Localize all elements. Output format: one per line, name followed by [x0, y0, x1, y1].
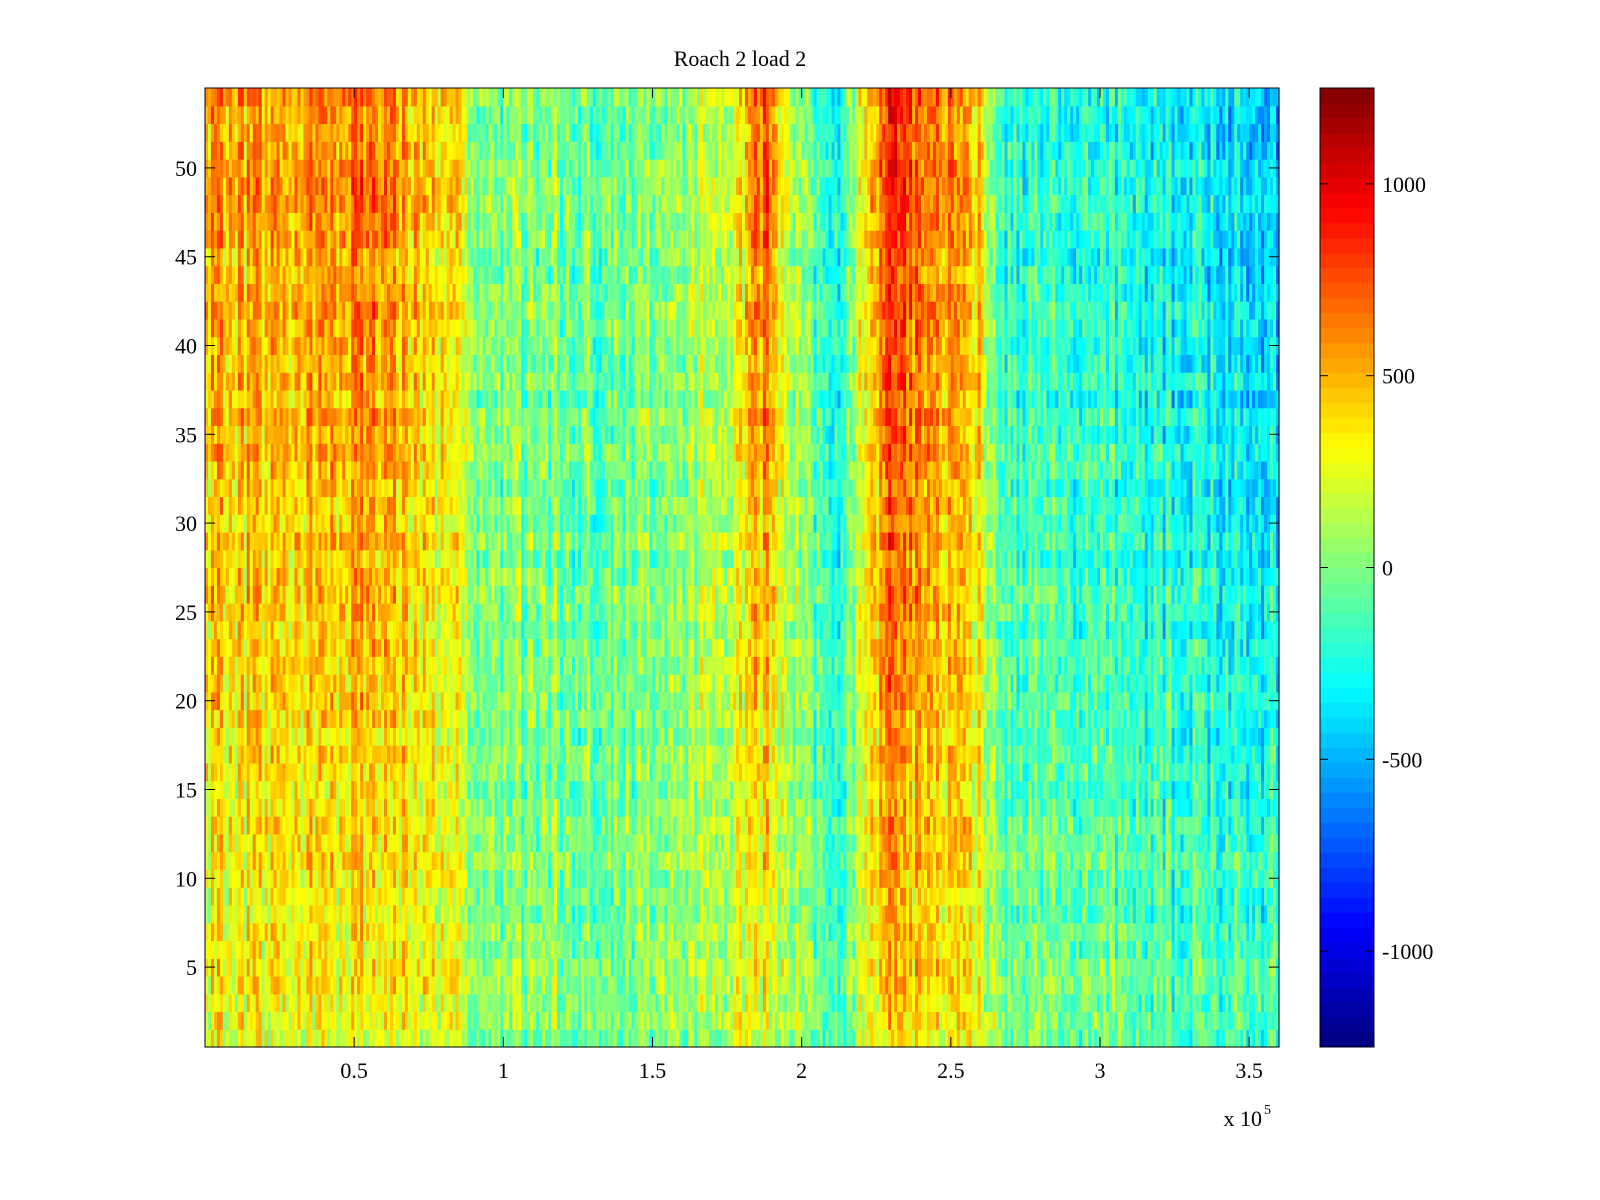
heatmap-cells [205, 88, 1280, 1048]
heatmap-chart: Roach 2 load 2 0.5 1 1.5 2 2.5 3 3.5 510152025… [0, 0, 1600, 1200]
chart-title: Roach 2 load 2 [674, 46, 807, 71]
